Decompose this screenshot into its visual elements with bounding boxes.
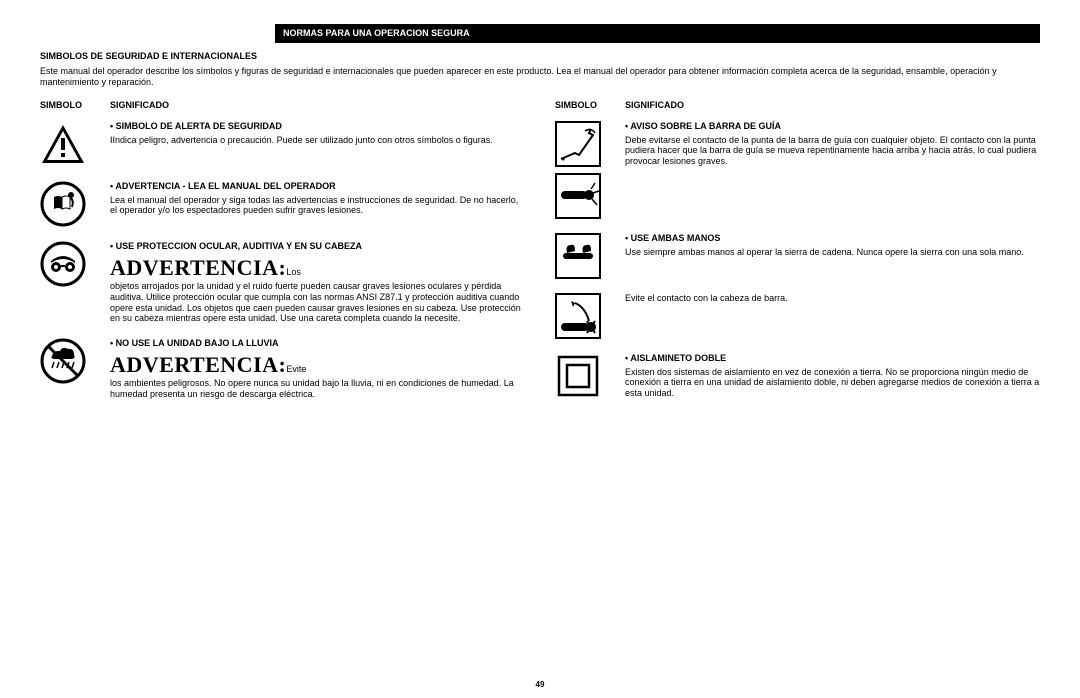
warning-suffix: Los — [286, 267, 301, 277]
entry-body: Debe evitarse el contacto de la punta de… — [625, 135, 1036, 167]
double-insulation-icon — [555, 353, 601, 399]
warning-suffix: Evite — [286, 364, 306, 374]
symbol-icon-cell — [40, 338, 110, 384]
entry-body: los ambientes peligrosos. No opere nunca… — [110, 378, 514, 399]
symbol-text: • NO USE LA UNIDAD BAJO LA LLUVIA ADVERT… — [110, 338, 525, 400]
content-columns: SIMBOLO SIGNIFICADO • SIMBOLO DE ALERTA … — [40, 100, 1040, 414]
warning-triangle-icon — [40, 121, 86, 167]
entry-title: • USE PROTECCION OCULAR, AUDITIVA Y EN S… — [110, 241, 525, 252]
entry-body: Use siempre ambas manos al operar la sie… — [625, 247, 1024, 257]
no-rain-icon — [40, 338, 86, 384]
symbol-entry: Evite el contacto con la cabeza de barra… — [555, 293, 1040, 339]
symbol-icon-cell — [40, 241, 110, 287]
warning-line: ADVERTENCIA:Los — [110, 255, 525, 281]
entry-title: • SIMBOLO DE ALERTA DE SEGURIDAD — [110, 121, 525, 132]
entry-body: Lea el manual del operador y siga todas … — [110, 195, 518, 216]
avoid-bar-head-icon — [555, 293, 601, 339]
symbol-entry: • SIMBOLO DE ALERTA DE SEGURIDAD IIndica… — [40, 121, 525, 167]
symbol-text: • ADVERTENCIA - LEA EL MANUAL DEL OPERAD… — [110, 181, 525, 216]
entry-title: • AVISO SOBRE LA BARRA DE GUÍA — [625, 121, 1040, 132]
entry-title: • ADVERTENCIA - LEA EL MANUAL DEL OPERAD… — [110, 181, 525, 192]
entry-body: Evite el contacto con la cabeza de barra… — [625, 293, 788, 303]
section-banner: NORMAS PARA UNA OPERACION SEGURA — [275, 24, 1040, 43]
column-header: SIMBOLO SIGNIFICADO — [40, 100, 525, 111]
symbol-icon-cell — [40, 121, 110, 167]
entry-title: • USE AMBAS MANOS — [625, 233, 1040, 244]
symbol-text: • USE AMBAS MANOS Use siempre ambas mano… — [625, 233, 1040, 258]
symbol-icon-cell — [555, 233, 625, 279]
symbol-text: • USE PROTECCION OCULAR, AUDITIVA Y EN S… — [110, 241, 525, 324]
symbol-entry: • USE PROTECCION OCULAR, AUDITIVA Y EN S… — [40, 241, 525, 324]
warning-line: ADVERTENCIA:Evite — [110, 352, 525, 378]
symbol-entry: • USE AMBAS MANOS Use siempre ambas mano… — [555, 233, 1040, 279]
symbol-icon-cell — [555, 353, 625, 399]
symbol-text: Evite el contacto con la cabeza de barra… — [625, 293, 1040, 304]
symbol-icon-cell — [555, 293, 625, 339]
subtitle: SIMBOLOS DE SEGURIDAD E INTERNACIONALES — [40, 51, 1040, 62]
read-manual-icon — [40, 181, 86, 227]
symbol-text: • AVISO SOBRE LA BARRA DE GUÍA Debe evit… — [625, 121, 1040, 167]
column-header: SIMBOLO SIGNIFICADO — [555, 100, 1040, 111]
symbol-entry: • AISLAMINETO DOBLE Existen dos sistemas… — [555, 353, 1040, 399]
entry-body: IIndica peligro, advertencia o precaució… — [110, 135, 493, 145]
symbol-icon-cell — [40, 181, 110, 227]
warning-label: ADVERTENCIA: — [110, 352, 286, 377]
page-number: 49 — [0, 680, 1080, 690]
intro-text: Este manual del operador describe los sí… — [40, 66, 1040, 89]
symbol-text: • SIMBOLO DE ALERTA DE SEGURIDAD IIndica… — [110, 121, 525, 146]
symbol-icon-cell — [555, 121, 625, 219]
banner-title: NORMAS PARA UNA OPERACION SEGURA — [283, 28, 470, 38]
header-simbolo: SIMBOLO — [40, 100, 110, 111]
entry-body: objetos arrojados por la unidad y el rui… — [110, 281, 521, 323]
bar-tip-contact-icon — [555, 173, 601, 219]
header-significado: SIGNIFICADO — [110, 100, 525, 111]
guide-bar-kickback-icon — [555, 121, 601, 167]
two-hands-icon — [555, 233, 601, 279]
header-simbolo: SIMBOLO — [555, 100, 625, 111]
symbol-entry: • NO USE LA UNIDAD BAJO LA LLUVIA ADVERT… — [40, 338, 525, 400]
symbol-entry: • ADVERTENCIA - LEA EL MANUAL DEL OPERAD… — [40, 181, 525, 227]
symbol-entry: • AVISO SOBRE LA BARRA DE GUÍA Debe evit… — [555, 121, 1040, 219]
eye-ear-protection-icon — [40, 241, 86, 287]
entry-title: • AISLAMINETO DOBLE — [625, 353, 1040, 364]
left-column: SIMBOLO SIGNIFICADO • SIMBOLO DE ALERTA … — [40, 100, 525, 414]
warning-label: ADVERTENCIA: — [110, 255, 286, 280]
symbol-text: • AISLAMINETO DOBLE Existen dos sistemas… — [625, 353, 1040, 399]
entry-title: • NO USE LA UNIDAD BAJO LA LLUVIA — [110, 338, 525, 349]
entry-body: Existen dos sistemas de aislamiento en v… — [625, 367, 1039, 399]
right-column: SIMBOLO SIGNIFICADO • AVI — [555, 100, 1040, 414]
header-significado: SIGNIFICADO — [625, 100, 1040, 111]
